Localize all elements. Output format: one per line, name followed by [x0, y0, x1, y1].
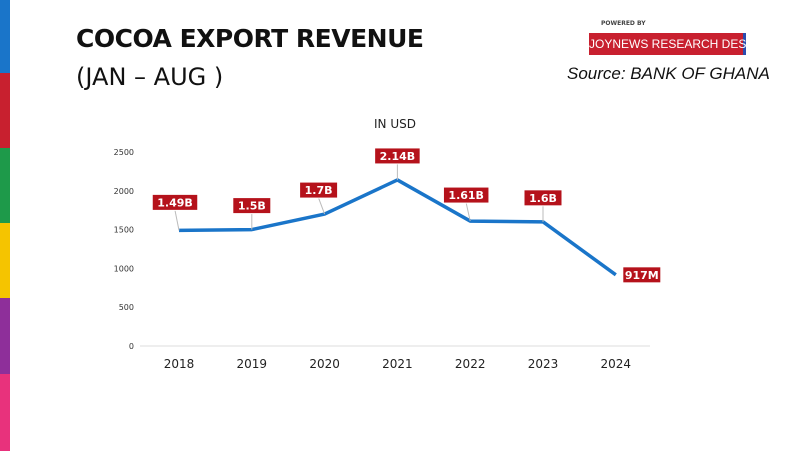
y-tick-label: 500 — [119, 303, 134, 312]
y-tick-label: 2000 — [114, 187, 134, 196]
brand-logo: JOYNEWS RESEARCH DESK — [589, 33, 754, 55]
stripe-0 — [0, 0, 10, 73]
data-label: 1.7B — [305, 184, 333, 197]
stripe-4 — [0, 298, 10, 374]
data-label: 1.49B — [157, 196, 193, 209]
data-label-box — [299, 181, 339, 199]
data-label: 1.61B — [448, 189, 484, 202]
data-label: 2.14B — [380, 150, 416, 163]
leader-line — [318, 197, 326, 215]
data-label: 917M — [625, 269, 659, 282]
data-label: 1.5B — [238, 200, 266, 213]
y-tick-label: 2500 — [114, 148, 134, 157]
data-label-box — [151, 193, 199, 211]
stripe-3 — [0, 223, 10, 298]
page-title: COCOA EXPORT REVENUE — [76, 24, 424, 53]
x-tick-label: 2018 — [164, 357, 195, 371]
stripe-5 — [0, 374, 10, 451]
y-tick-label: 0 — [129, 342, 134, 351]
y-tick-label: 1000 — [114, 264, 134, 273]
data-label: 1.6B — [529, 192, 557, 205]
data-label-box — [374, 147, 421, 165]
x-tick-label: 2024 — [601, 357, 632, 371]
data-label-box — [232, 197, 272, 215]
x-tick-label: 2022 — [455, 357, 486, 371]
powered-by: POWERED BY — [601, 20, 646, 27]
x-tick-label: 2021 — [382, 357, 413, 371]
y-tick-label: 1500 — [114, 226, 134, 235]
stripe-1 — [0, 73, 10, 148]
page-subtitle: (JAN – AUG ) — [76, 63, 224, 91]
leader-line — [174, 210, 180, 231]
stripe-2 — [0, 148, 10, 223]
chart-title: IN USD — [374, 117, 416, 131]
x-tick-label: 2023 — [528, 357, 559, 371]
leader-line — [465, 202, 471, 222]
x-tick-label: 2020 — [309, 357, 340, 371]
data-label-box — [523, 189, 563, 207]
x-tick-label: 2019 — [237, 357, 268, 371]
source-note: Source: BANK OF GHANA — [567, 64, 770, 83]
data-label-box — [442, 186, 490, 204]
data-label-box — [622, 266, 662, 284]
